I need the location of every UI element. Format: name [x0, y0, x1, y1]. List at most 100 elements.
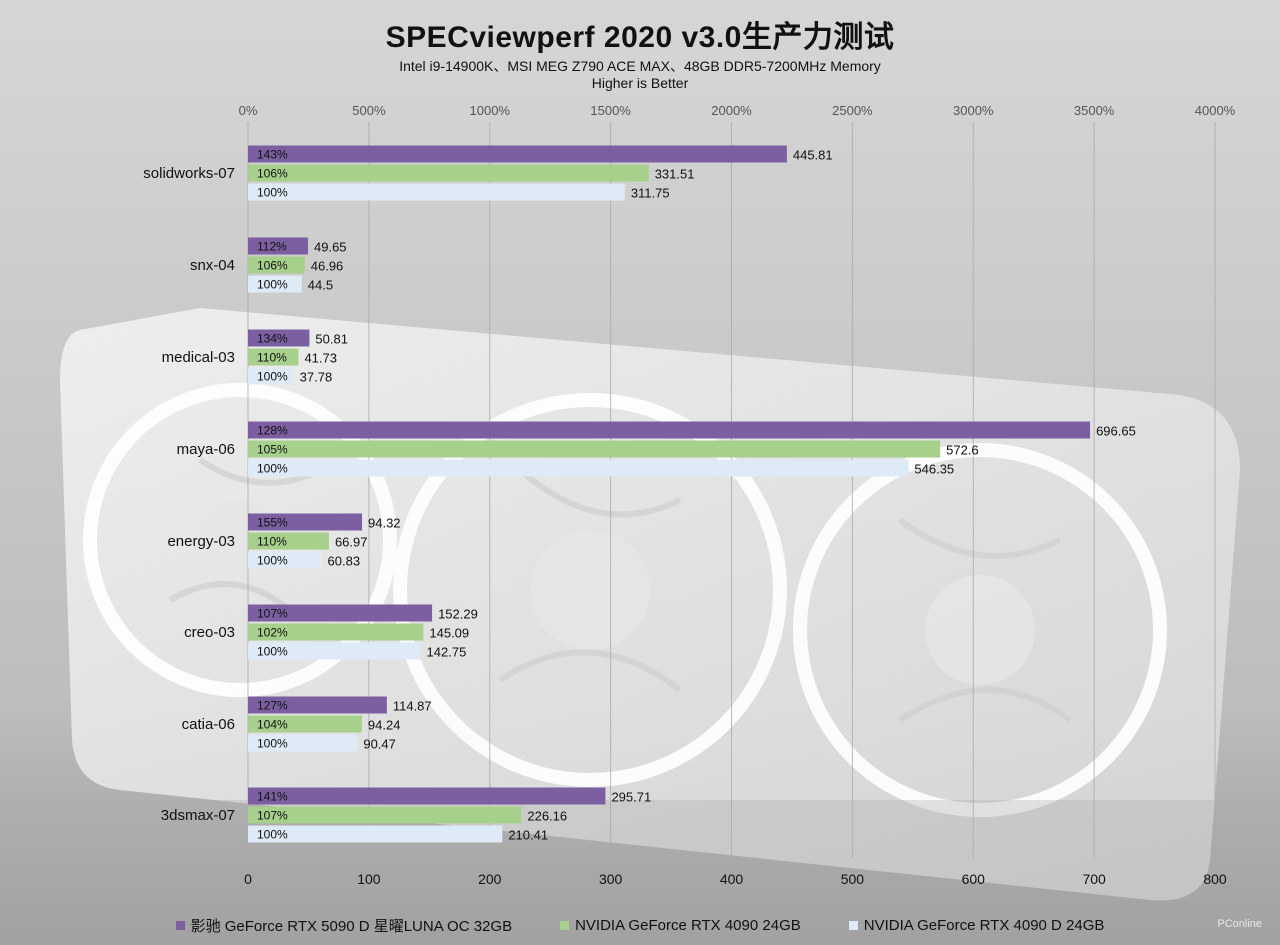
bar-3dsmax-07-series-2 — [248, 825, 503, 843]
bar-value-label-snx-04-series-1: 46.96 — [311, 259, 344, 274]
bar-medical-03-series-0 — [248, 329, 310, 347]
bar-value-label-catia-06-series-2: 90.47 — [363, 737, 396, 752]
bar-value-label-3dsmax-07-series-2: 210.41 — [508, 828, 548, 843]
bar-percent-label-catia-06-series-1: 104% — [257, 718, 288, 732]
legend-item-rtx-4090d: NVIDIA GeForce RTX 4090 D 24GB — [848, 914, 1105, 936]
bottom-axis-tick-7: 700 — [1082, 871, 1106, 887]
bar-value-label-solidworks-07-series-0: 445.81 — [793, 148, 833, 163]
bottom-axis-tick-0: 0 — [244, 871, 252, 887]
bar-value-label-medical-03-series-1: 41.73 — [304, 351, 337, 366]
bar-value-label-energy-03-series-0: 94.32 — [368, 516, 401, 531]
bar-value-label-snx-04-series-0: 49.65 — [314, 240, 347, 255]
legend-swatch-galax-5090d — [175, 920, 185, 930]
bar-creo-03-series-2 — [248, 642, 421, 660]
bar-creo-03-series-1 — [248, 623, 424, 641]
bar-percent-label-snx-04-series-0: 112% — [257, 240, 287, 254]
top-axis-tick-8: 4000% — [1195, 103, 1236, 118]
bar-solidworks-07-series-1 — [248, 164, 649, 182]
bar-3dsmax-07-series-1 — [248, 806, 522, 824]
bar-value-label-creo-03-series-2: 142.75 — [427, 645, 467, 660]
chart-legend: 影驰 GeForce RTX 5090 D 星曜LUNA OC 32GB NVI… — [0, 914, 1280, 936]
bar-solidworks-07-series-2 — [248, 183, 625, 201]
bar-value-label-medical-03-series-0: 50.81 — [315, 332, 348, 347]
bar-percent-label-medical-03-series-2: 100% — [257, 370, 288, 384]
bottom-axis-tick-5: 500 — [841, 871, 865, 887]
chart-subtitle-note: Higher is Better — [591, 75, 689, 91]
legend-item-galax-5090d: 影驰 GeForce RTX 5090 D 星曜LUNA OC 32GB — [175, 914, 513, 936]
top-axis-tick-7: 3500% — [1074, 103, 1115, 118]
bar-percent-label-creo-03-series-2: 100% — [257, 645, 288, 659]
legend-item-rtx-4090: NVIDIA GeForce RTX 4090 24GB — [560, 914, 801, 936]
bar-percent-label-energy-03-series-2: 100% — [257, 554, 288, 568]
bar-percent-label-maya-06-series-0: 128% — [257, 424, 288, 438]
bar-percent-label-energy-03-series-0: 155% — [257, 516, 288, 530]
bottom-axis-tick-6: 600 — [962, 871, 986, 887]
category-label-snx-04: snx-04 — [190, 257, 235, 274]
bar-percent-label-medical-03-series-0: 134% — [257, 332, 288, 346]
bottom-axis-tick-1: 100 — [357, 871, 381, 887]
bar-maya-06-series-0 — [248, 421, 1091, 439]
bottom-axis-tick-3: 300 — [599, 871, 623, 887]
bar-percent-label-solidworks-07-series-0: 143% — [257, 148, 288, 162]
bar-value-label-solidworks-07-series-1: 331.51 — [655, 167, 695, 182]
legend-label-galax-5090d: 影驰 GeForce RTX 5090 D 星曜LUNA OC 32GB — [190, 917, 513, 935]
bar-percent-label-3dsmax-07-series-0: 141% — [257, 790, 288, 804]
bar-maya-06-series-1 — [248, 440, 941, 458]
category-label-catia-06: catia-06 — [182, 716, 235, 733]
bar-percent-label-medical-03-series-1: 110% — [257, 351, 287, 365]
bar-value-label-maya-06-series-2: 546.35 — [914, 462, 954, 477]
bar-catia-06-series-2 — [248, 734, 358, 752]
bar-percent-label-catia-06-series-2: 100% — [257, 737, 288, 751]
bar-creo-03-series-0 — [248, 604, 433, 622]
bar-value-label-creo-03-series-0: 152.29 — [438, 607, 478, 622]
category-label-energy-03: energy-03 — [167, 533, 235, 550]
bar-snx-04-series-0 — [248, 237, 309, 255]
bar-3dsmax-07-series-0 — [248, 787, 606, 805]
bar-percent-label-snx-04-series-1: 106% — [257, 259, 288, 273]
bar-maya-06-series-2 — [248, 459, 909, 477]
bar-value-label-energy-03-series-1: 66.97 — [335, 535, 368, 550]
bar-percent-label-maya-06-series-2: 100% — [257, 462, 288, 476]
bar-catia-06-series-1 — [248, 715, 362, 733]
bottom-axis-tick-4: 400 — [720, 871, 744, 887]
bar-value-label-catia-06-series-0: 114.87 — [393, 699, 432, 714]
bar-energy-03-series-2 — [248, 551, 322, 569]
bar-energy-03-series-1 — [248, 532, 329, 550]
category-label-creo-03: creo-03 — [184, 624, 235, 641]
top-axis-tick-4: 2000% — [711, 103, 752, 118]
legend-label-rtx-4090d: NVIDIA GeForce RTX 4090 D 24GB — [863, 916, 1105, 934]
category-label-solidworks-07: solidworks-07 — [143, 165, 235, 182]
bar-value-label-3dsmax-07-series-0: 295.71 — [611, 790, 651, 805]
bar-medical-03-series-2 — [248, 367, 294, 385]
bar-solidworks-07-series-0 — [248, 145, 787, 163]
chart-subtitle: Intel i9-14900K、MSI MEG Z790 ACE MAX、48G… — [399, 58, 881, 74]
top-axis-tick-6: 3000% — [953, 103, 994, 118]
top-axis-tick-0: 0% — [239, 103, 258, 118]
bar-percent-label-catia-06-series-0: 127% — [257, 699, 288, 713]
top-axis-tick-3: 1500% — [590, 103, 631, 118]
category-label-maya-06: maya-06 — [177, 441, 235, 458]
bar-value-label-maya-06-series-0: 696.65 — [1096, 424, 1136, 439]
bar-percent-label-solidworks-07-series-1: 106% — [257, 167, 288, 181]
category-label-3dsmax-07: 3dsmax-07 — [161, 807, 235, 824]
bar-value-label-3dsmax-07-series-1: 226.16 — [527, 809, 567, 824]
bar-value-label-snx-04-series-2: 44.5 — [308, 278, 333, 293]
bar-value-label-creo-03-series-1: 145.09 — [429, 626, 469, 641]
bar-percent-label-energy-03-series-1: 110% — [257, 535, 287, 549]
legend-label-rtx-4090: NVIDIA GeForce RTX 4090 24GB — [575, 916, 801, 934]
top-axis-tick-5: 2500% — [832, 103, 873, 118]
bottom-axis-tick-2: 200 — [478, 871, 502, 887]
legend-swatch-rtx-4090d — [848, 920, 858, 930]
bar-percent-label-maya-06-series-1: 105% — [257, 443, 288, 457]
chart-title: SPECviewperf 2020 v3.0生产力测试 — [385, 21, 895, 54]
category-label-medical-03: medical-03 — [162, 349, 235, 366]
bar-value-label-catia-06-series-1: 94.24 — [368, 718, 401, 733]
bar-medical-03-series-1 — [248, 348, 299, 366]
bar-value-label-energy-03-series-2: 60.83 — [328, 554, 361, 569]
bar-catia-06-series-0 — [248, 696, 387, 714]
watermark-logo: PConline — [1217, 918, 1262, 930]
bar-percent-label-3dsmax-07-series-2: 100% — [257, 828, 288, 842]
bar-percent-label-3dsmax-07-series-1: 107% — [257, 809, 288, 823]
bottom-axis-tick-8: 800 — [1203, 871, 1227, 887]
